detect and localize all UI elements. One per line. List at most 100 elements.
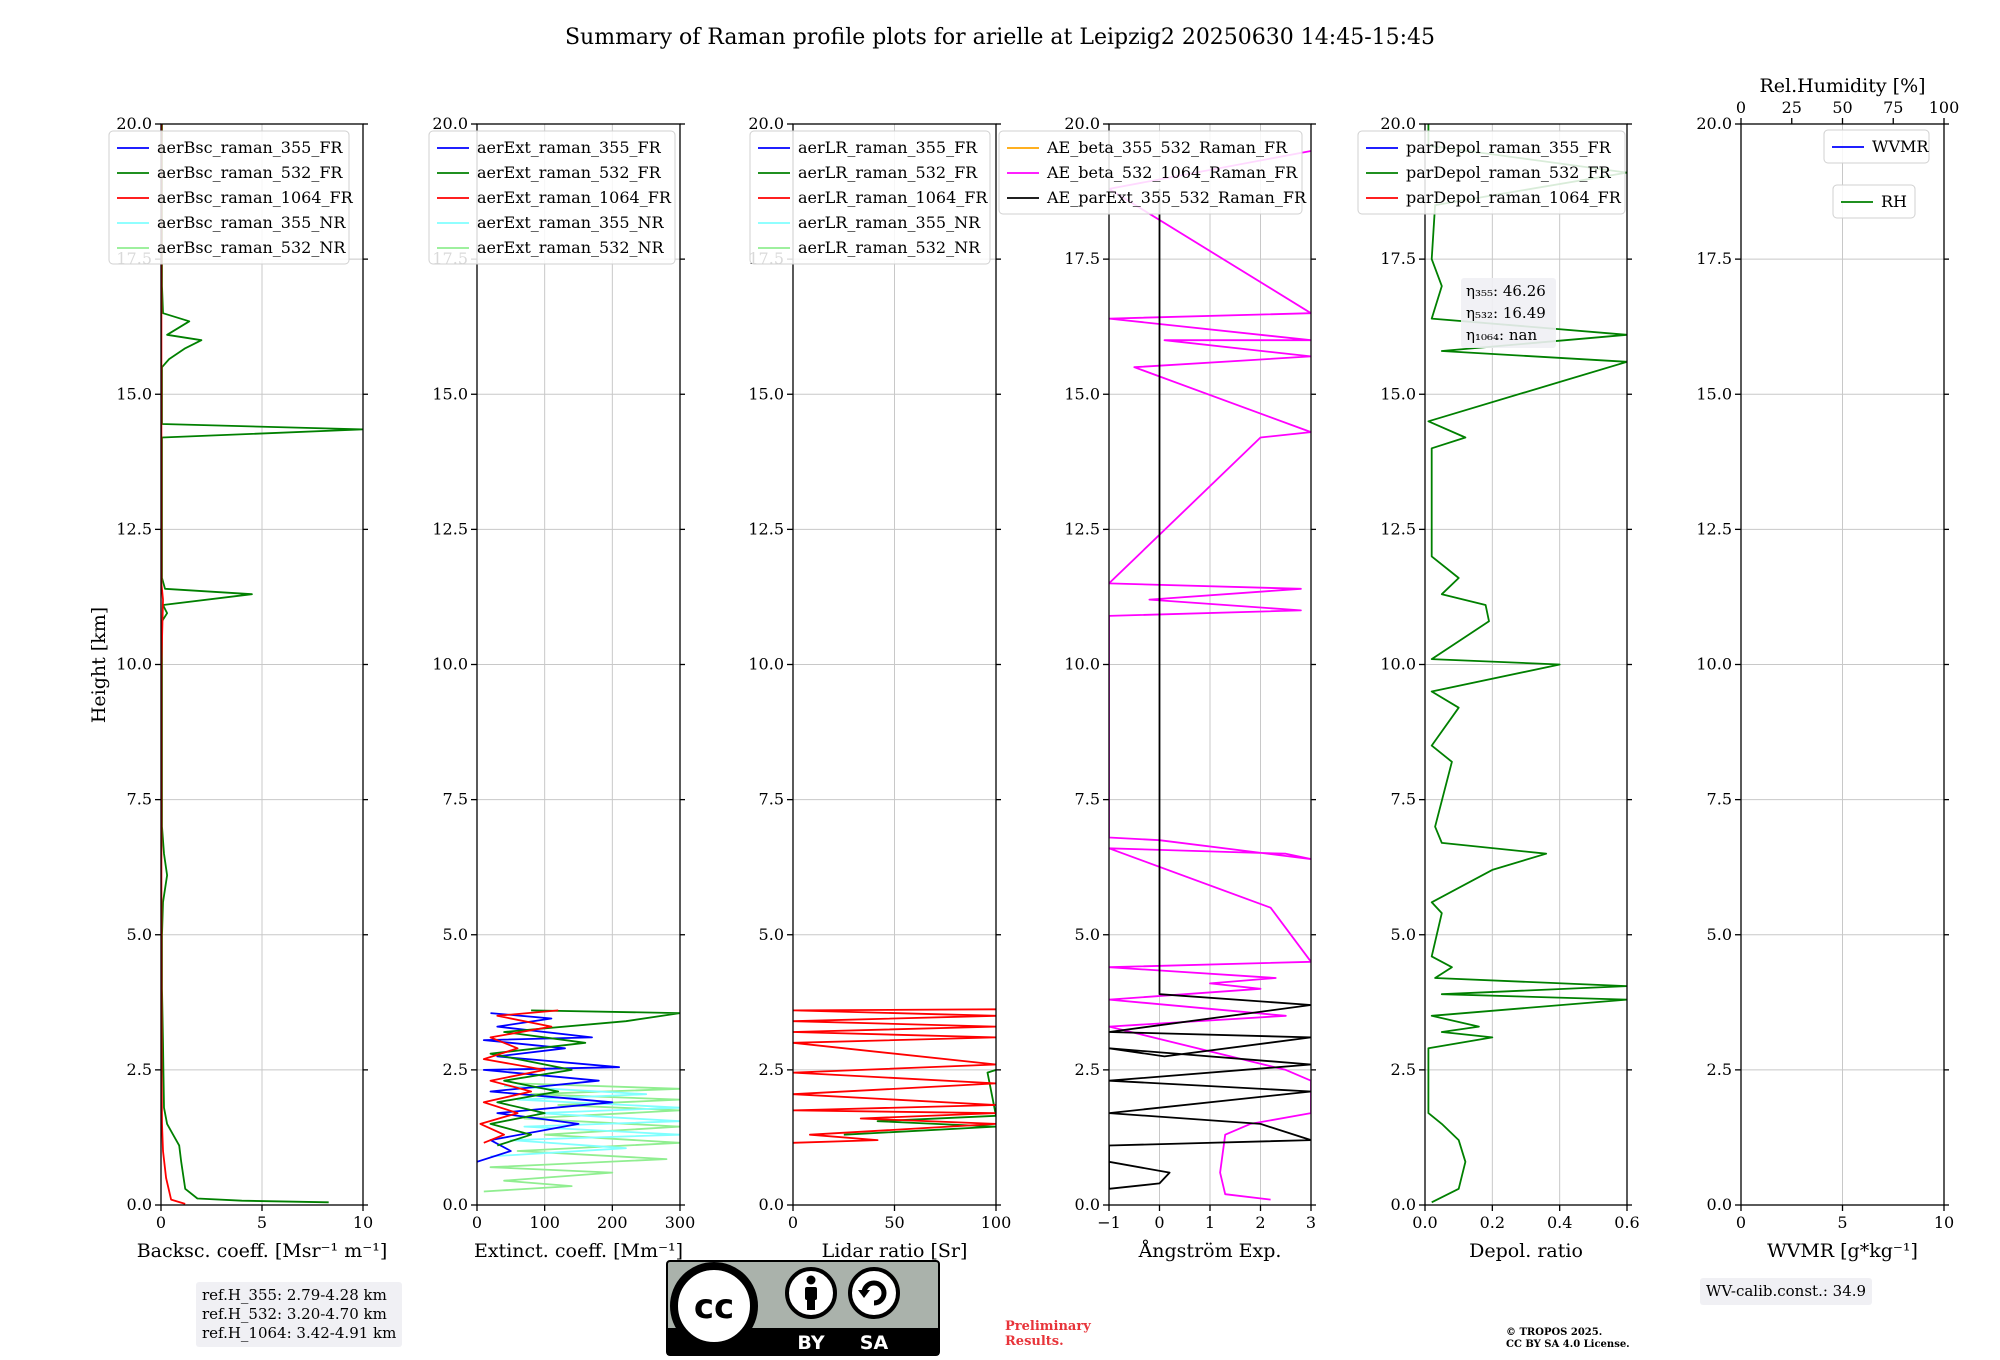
x-axis-label: Depol. ratio xyxy=(1469,1240,1583,1262)
panel-2: 0.02.55.07.510.012.515.017.520.001002003… xyxy=(428,114,695,1262)
legend: WVMR RH xyxy=(1823,129,1930,219)
y-tick-label: 17.5 xyxy=(1380,249,1416,268)
copyright-line-1: © TROPOS 2025. xyxy=(1506,1327,1603,1338)
y-tick-label: 15.0 xyxy=(748,384,784,403)
x-axis-label: Backsc. coeff. [Msr⁻¹ m⁻¹] xyxy=(137,1240,388,1262)
y-tick-label: 20.0 xyxy=(116,114,152,133)
legend-label: aerLR_raman_355_NR xyxy=(798,213,981,232)
y-tick-label: 0.0 xyxy=(1075,1195,1100,1214)
y-tick-label: 17.5 xyxy=(1696,249,1732,268)
y-tick-label: 2.5 xyxy=(127,1060,152,1079)
top-tick-label: 25 xyxy=(1782,98,1802,117)
x-tick-label: 10 xyxy=(353,1213,373,1232)
ref-height-532: ref.H_532: 3.20-4.70 km xyxy=(202,1305,387,1323)
legend: AE_beta_355_532_Raman_FR AE_beta_532_1064… xyxy=(998,130,1307,215)
legend-label: parDepol_raman_532_FR xyxy=(1406,163,1612,182)
legend-label: aerBsc_raman_532_FR xyxy=(157,163,343,182)
y-tick-label: 0.0 xyxy=(1391,1195,1416,1214)
y-tick-label: 0.0 xyxy=(759,1195,784,1214)
ref-height-1064: ref.H_1064: 3.42-4.91 km xyxy=(202,1324,397,1342)
legend-label: aerBsc_raman_355_NR xyxy=(157,213,346,232)
series-AE_beta_532_1064_Raman_FR xyxy=(1109,150,1311,1201)
legend-box xyxy=(428,130,676,265)
panel-6: 0.02.55.07.510.012.515.017.520.00 5 10WVMR… xyxy=(1696,75,1959,1262)
y-tick-label: 15.0 xyxy=(1380,384,1416,403)
x-tick-label: 0 xyxy=(788,1213,798,1232)
series-aerExt_raman_532_NR xyxy=(483,1082,680,1193)
legend-label: WVMR xyxy=(1872,137,1929,156)
preliminary-line-2: Results. xyxy=(1005,1334,1064,1349)
legend-label: aerExt_raman_532_FR xyxy=(477,163,662,182)
y-tick-label: 7.5 xyxy=(759,790,784,809)
y-tick-label: 15.0 xyxy=(1696,384,1732,403)
preliminary-results-note: Preliminary Results. xyxy=(1005,1319,1091,1349)
tropos-copyright-note: © TROPOS 2025. CC BY SA 4.0 License. xyxy=(1506,1327,1630,1351)
y-tick-label: 15.0 xyxy=(116,384,152,403)
ref-height-355: ref.H_355: 2.79-4.28 km xyxy=(202,1286,387,1304)
x-tick-label: 200 xyxy=(597,1213,628,1232)
top-tick-label: 0 xyxy=(1736,98,1746,117)
x-tick-label: 50 xyxy=(884,1213,904,1232)
y-tick-label: 10.0 xyxy=(432,655,468,674)
cc-by-sa-license-badge: cc BY SA xyxy=(666,1260,940,1356)
depol-eta-annotation: η₃₅₅: 46.26 η₅₃₂: 16.49 η₁₀₆₄: nan xyxy=(1461,278,1556,348)
legend: parDepol_raman_355_FR parDepol_raman_532_… xyxy=(1357,130,1626,215)
top-axis-label: Rel.Humidity [%] xyxy=(1759,75,1925,97)
y-tick-label: 2.5 xyxy=(1075,1060,1100,1079)
y-tick-label: 20.0 xyxy=(748,114,784,133)
x-tick-label: 5 xyxy=(1837,1213,1847,1232)
x-tick-label: 10 xyxy=(1934,1213,1954,1232)
panel-1: 0.02.55.07.510.012.515.017.520.00510Back… xyxy=(108,114,388,1262)
attribution-person-icon xyxy=(785,1267,837,1319)
y-tick-label: 5.0 xyxy=(1707,925,1732,944)
y-tick-label: 12.5 xyxy=(1380,519,1416,538)
legend-box xyxy=(1357,130,1626,215)
y-tick-label: 5.0 xyxy=(127,925,152,944)
x-tick-label: 0.4 xyxy=(1547,1213,1572,1232)
y-tick-label: 12.5 xyxy=(1064,519,1100,538)
top-tick-label: 100 xyxy=(1929,98,1960,117)
legend: aerExt_raman_355_FR aerExt_raman_532_FRae… xyxy=(428,130,676,265)
top-tick-label: 50 xyxy=(1832,98,1852,117)
y-tick-label: 7.5 xyxy=(1707,790,1732,809)
legend-box xyxy=(1832,184,1916,219)
reference-height-box: ref.H_355: 2.79-4.28 km ref.H_532: 3.20-… xyxy=(196,1282,403,1347)
x-tick-label: 0 xyxy=(156,1213,166,1232)
legend-label: aerLR_raman_355_FR xyxy=(798,138,978,157)
y-tick-label: 5.0 xyxy=(759,925,784,944)
x-tick-label: 0 xyxy=(1736,1213,1746,1232)
legend-label: aerLR_raman_532_NR xyxy=(798,238,981,257)
x-tick-label: 1 xyxy=(1205,1213,1215,1232)
legend-label: aerLR_raman_1064_FR xyxy=(798,188,988,207)
panel-3: 0.02.55.07.510.012.515.017.520.0050100Li… xyxy=(748,114,1011,1262)
x-axis-label: Lidar ratio [Sr] xyxy=(822,1240,968,1262)
series-AE_parExt_355_532_Raman_FR xyxy=(1109,188,1311,1190)
legend-label: aerExt_raman_1064_FR xyxy=(477,188,672,207)
y-tick-label: 5.0 xyxy=(1075,925,1100,944)
y-tick-label: 10.0 xyxy=(1696,655,1732,674)
eta-355: η₃₅₅: 46.26 xyxy=(1466,282,1546,300)
series-aerExt_raman_532_FR xyxy=(489,1009,680,1147)
figure-title: Summary of Raman profile plots for ariel… xyxy=(565,25,1435,50)
y-tick-label: 0.0 xyxy=(127,1195,152,1214)
panel-4: 0.0 2.5 5.0 7.5 10.0 12.5 15.0 17.5 20.0 −1 0 1 2 3 Ån… xyxy=(998,114,1316,1262)
y-axis-label: Height [km] xyxy=(88,607,110,723)
eta-1064: η₁₀₆₄: nan xyxy=(1466,326,1537,344)
y-tick-label: 2.5 xyxy=(443,1060,468,1079)
share-alike-icon xyxy=(848,1267,900,1319)
y-tick-label: 20.0 xyxy=(1696,114,1732,133)
x-tick-label: 100 xyxy=(981,1213,1012,1232)
x-axis-label: WVMR [g*kg⁻¹] xyxy=(1767,1240,1918,1262)
y-tick-label: 12.5 xyxy=(432,519,468,538)
y-tick-label: 5.0 xyxy=(443,925,468,944)
y-tick-label: 10.0 xyxy=(748,655,784,674)
x-tick-label: 0.0 xyxy=(1412,1213,1437,1232)
legend-label: aerBsc_raman_1064_FR xyxy=(157,188,354,207)
y-tick-label: 2.5 xyxy=(1391,1060,1416,1079)
panel-5: 0.0 2.5 5.0 7.5 10.0 12.5 15.0 17.5 20.0 0.0 0.2 0.… xyxy=(1357,114,1640,1262)
y-tick-label: 15.0 xyxy=(432,384,468,403)
eta-532: η₅₃₂: 16.49 xyxy=(1466,304,1546,322)
x-tick-label: 0 xyxy=(472,1213,482,1232)
x-tick-label: 5 xyxy=(257,1213,267,1232)
